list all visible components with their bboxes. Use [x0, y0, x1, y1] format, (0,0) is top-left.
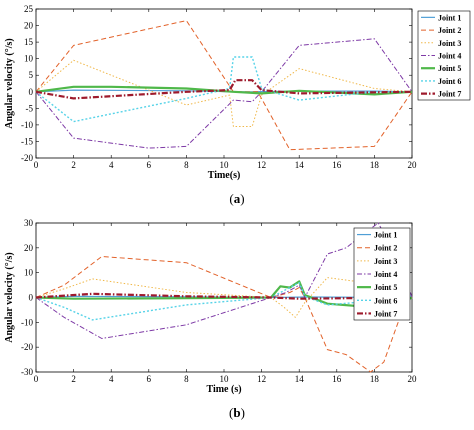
caption-close: ) [240, 191, 244, 206]
legend-label-joint-3: Joint 3 [374, 257, 397, 266]
x-tick-label: 2 [71, 374, 76, 384]
y-tick-label: -20 [21, 153, 33, 163]
series-line-joint-3 [35, 59, 413, 127]
series-line-joint-2 [35, 20, 413, 151]
x-tick-label: 18 [370, 160, 380, 170]
x-tick-label: 6 [147, 160, 152, 170]
legend-box-0 [417, 10, 471, 101]
y-tick-label: 20 [24, 21, 34, 31]
legend-label-joint-4: Joint 4 [374, 270, 397, 279]
x-tick-label: 8 [184, 160, 189, 170]
legend-label-joint-1: Joint 1 [438, 13, 461, 22]
legend-label-joint-2: Joint 2 [438, 26, 461, 35]
legend-label-joint-2: Joint 2 [374, 244, 397, 253]
y-tick-label: -10 [21, 120, 33, 130]
legend-label-joint-6: Joint 6 [374, 296, 397, 305]
series-line-joint-7 [35, 79, 413, 100]
x-tick-label: 4 [109, 374, 114, 384]
caption-close: ) [241, 405, 245, 420]
series-line-joint-4 [35, 222, 413, 339]
caption-letter: b [233, 405, 240, 420]
x-tick-label: 4 [109, 160, 114, 170]
x-tick-label: 0 [34, 160, 39, 170]
x-tick-label: 14 [295, 374, 305, 384]
series-line-joint-6 [35, 281, 413, 321]
x-tick-label: 0 [34, 374, 39, 384]
y-tick-label: -10 [21, 317, 33, 327]
y-tick-label: 0 [29, 87, 34, 97]
x-tick-label: 16 [332, 160, 342, 170]
x-tick-label: 20 [408, 374, 418, 384]
legend-label-joint-5: Joint 5 [374, 283, 397, 292]
x-tick-label: 10 [220, 160, 230, 170]
x-tick-label: 12 [257, 160, 266, 170]
x-tick-label: 18 [370, 374, 380, 384]
x-tick-label: 20 [408, 160, 418, 170]
y-tick-label: 30 [24, 218, 34, 228]
x-tick-label: 16 [332, 374, 342, 384]
x-tick-label: 8 [184, 374, 189, 384]
caption-letter: a [234, 191, 241, 206]
legend-label-joint-5: Joint 5 [438, 64, 461, 73]
y-tick-label: 0 [29, 293, 34, 303]
y-tick-label: 5 [29, 70, 34, 80]
caption-open: ( [229, 191, 233, 206]
series-line-joint-3 [35, 277, 413, 318]
legend-label-joint-6: Joint 6 [438, 77, 461, 86]
y-tick-label: -15 [21, 136, 33, 146]
legend-box-1 [353, 227, 411, 321]
y-tick-label: 15 [24, 37, 34, 47]
x-tick-label: 10 [220, 374, 230, 384]
y-axis-label: Angular velocity (°/s) [4, 38, 15, 128]
y-axis-label: Angular velocity (°/s) [4, 252, 15, 342]
legend-label-joint-4: Joint 4 [438, 52, 461, 61]
caption-open: ( [229, 405, 233, 420]
legend-label-joint-3: Joint 3 [438, 39, 461, 48]
x-axis-label: Time(s) [208, 170, 241, 181]
plot-area-0 [35, 8, 413, 159]
series-line-joint-7 [35, 292, 413, 300]
x-tick-label: 14 [295, 160, 305, 170]
x-tick-label: 12 [257, 374, 266, 384]
legend-label-joint-7: Joint 7 [374, 309, 397, 318]
x-axis-label: Time (s) [206, 384, 241, 395]
series-line-joint-2 [35, 256, 413, 373]
legend-label-joint-7: Joint 7 [438, 90, 461, 99]
subfigure-caption-0: (a) [229, 191, 244, 206]
series-line-joint-4 [35, 38, 413, 149]
y-tick-label: -20 [21, 342, 33, 352]
x-tick-label: 2 [71, 160, 76, 170]
y-tick-label: 10 [24, 54, 34, 64]
series-line-joint-6 [35, 56, 412, 123]
y-tick-label: -30 [21, 367, 33, 377]
x-tick-label: 6 [147, 374, 152, 384]
y-tick-label: -5 [26, 103, 34, 113]
subfigure-caption-1: (b) [229, 405, 245, 420]
y-tick-label: 10 [24, 268, 34, 278]
y-tick-label: 25 [24, 4, 34, 14]
y-tick-label: 20 [24, 243, 34, 253]
legend-label-joint-1: Joint 1 [374, 231, 397, 240]
